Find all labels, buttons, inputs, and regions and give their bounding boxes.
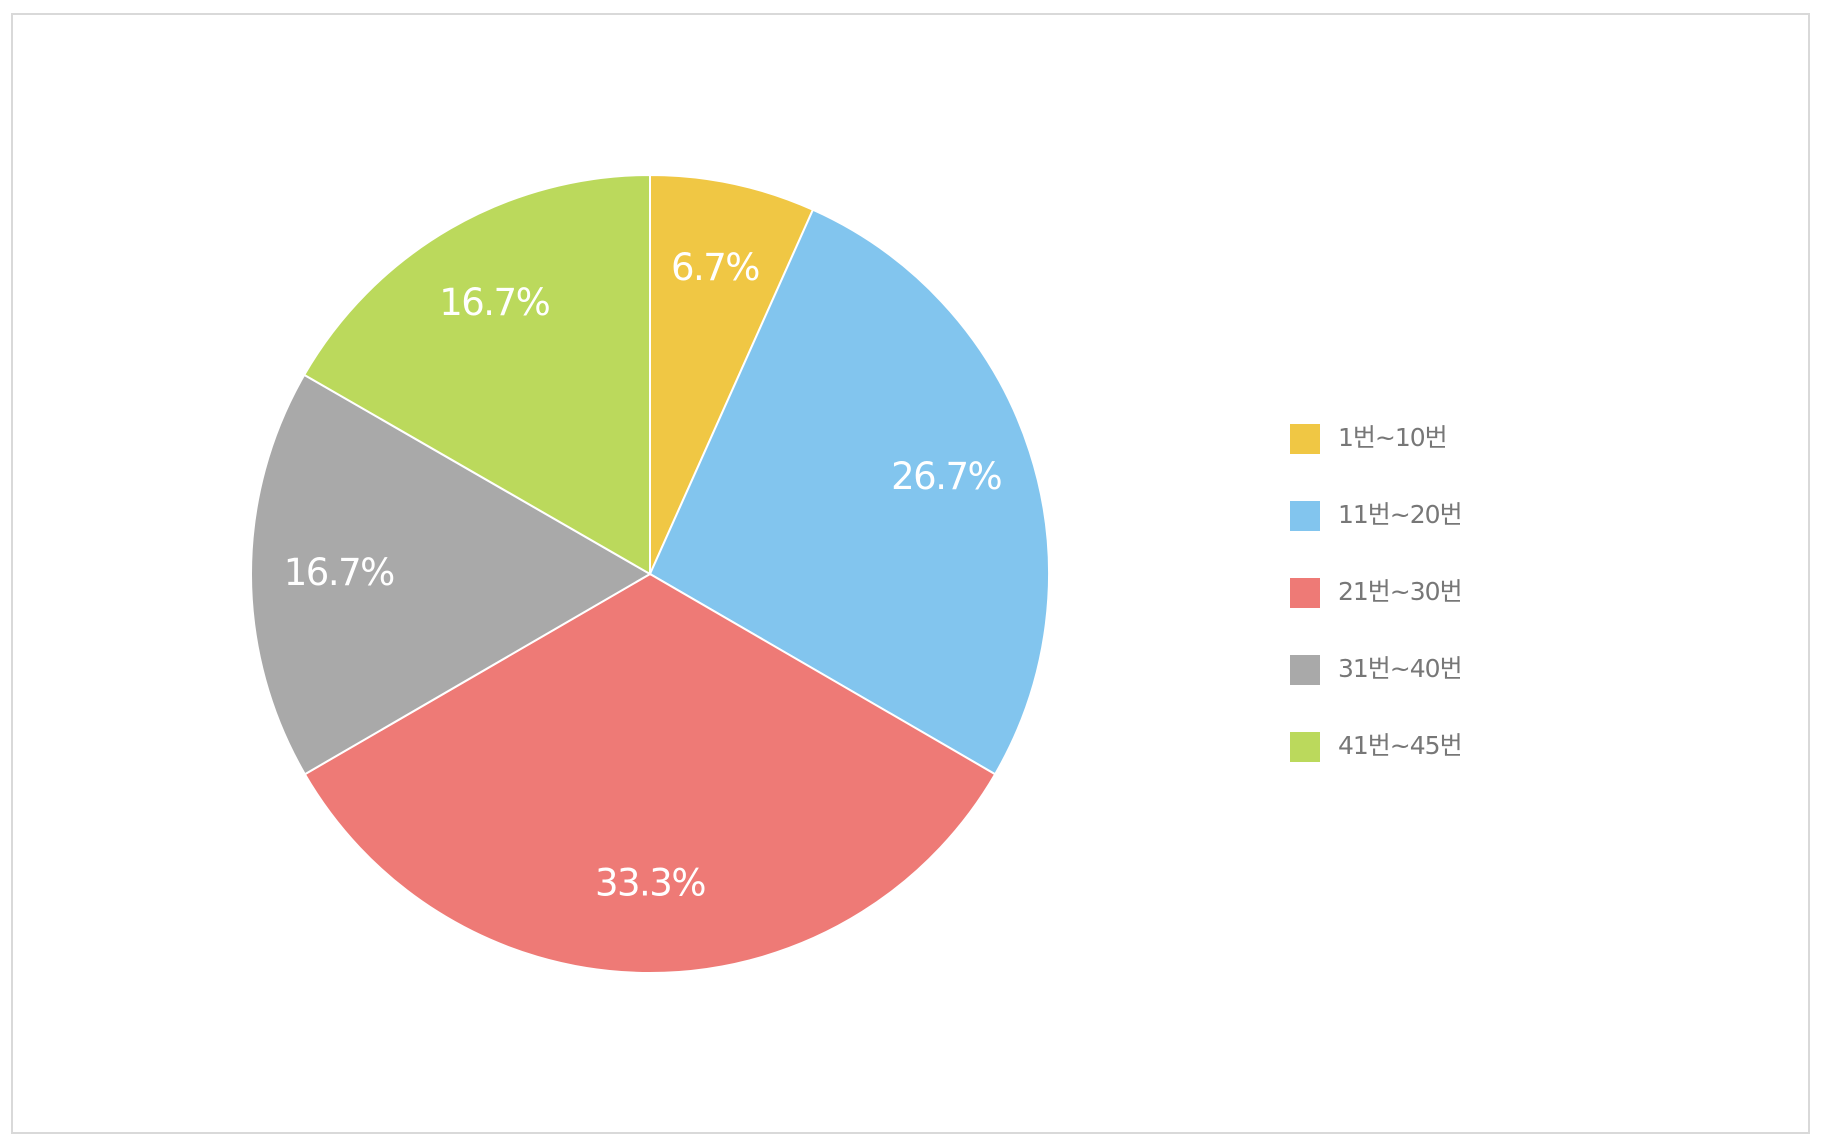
legend-swatch	[1290, 424, 1320, 454]
data-label: 6.7%	[671, 246, 759, 289]
data-label: 16.7%	[284, 551, 394, 594]
legend-swatch	[1290, 578, 1320, 608]
legend-label: 21번~30번	[1338, 577, 1462, 606]
pie-slice	[648, 208, 1050, 776]
legend-label: 31번~40번	[1338, 654, 1462, 683]
data-label: 16.7%	[439, 281, 549, 324]
legend-label: 1번~10번	[1338, 423, 1447, 452]
legend-swatch	[1290, 732, 1320, 762]
legend-swatch	[1290, 655, 1320, 685]
pie-slice	[303, 572, 997, 974]
legend-label: 41번~45번	[1338, 731, 1462, 760]
legend-label: 11번~20번	[1338, 500, 1462, 529]
pie-slice	[302, 173, 651, 576]
legend-swatch	[1290, 501, 1320, 531]
data-label: 26.7%	[891, 455, 1001, 498]
pie-slice	[649, 173, 815, 575]
data-label: 33.3%	[595, 862, 705, 905]
pie-slice	[250, 373, 652, 776]
